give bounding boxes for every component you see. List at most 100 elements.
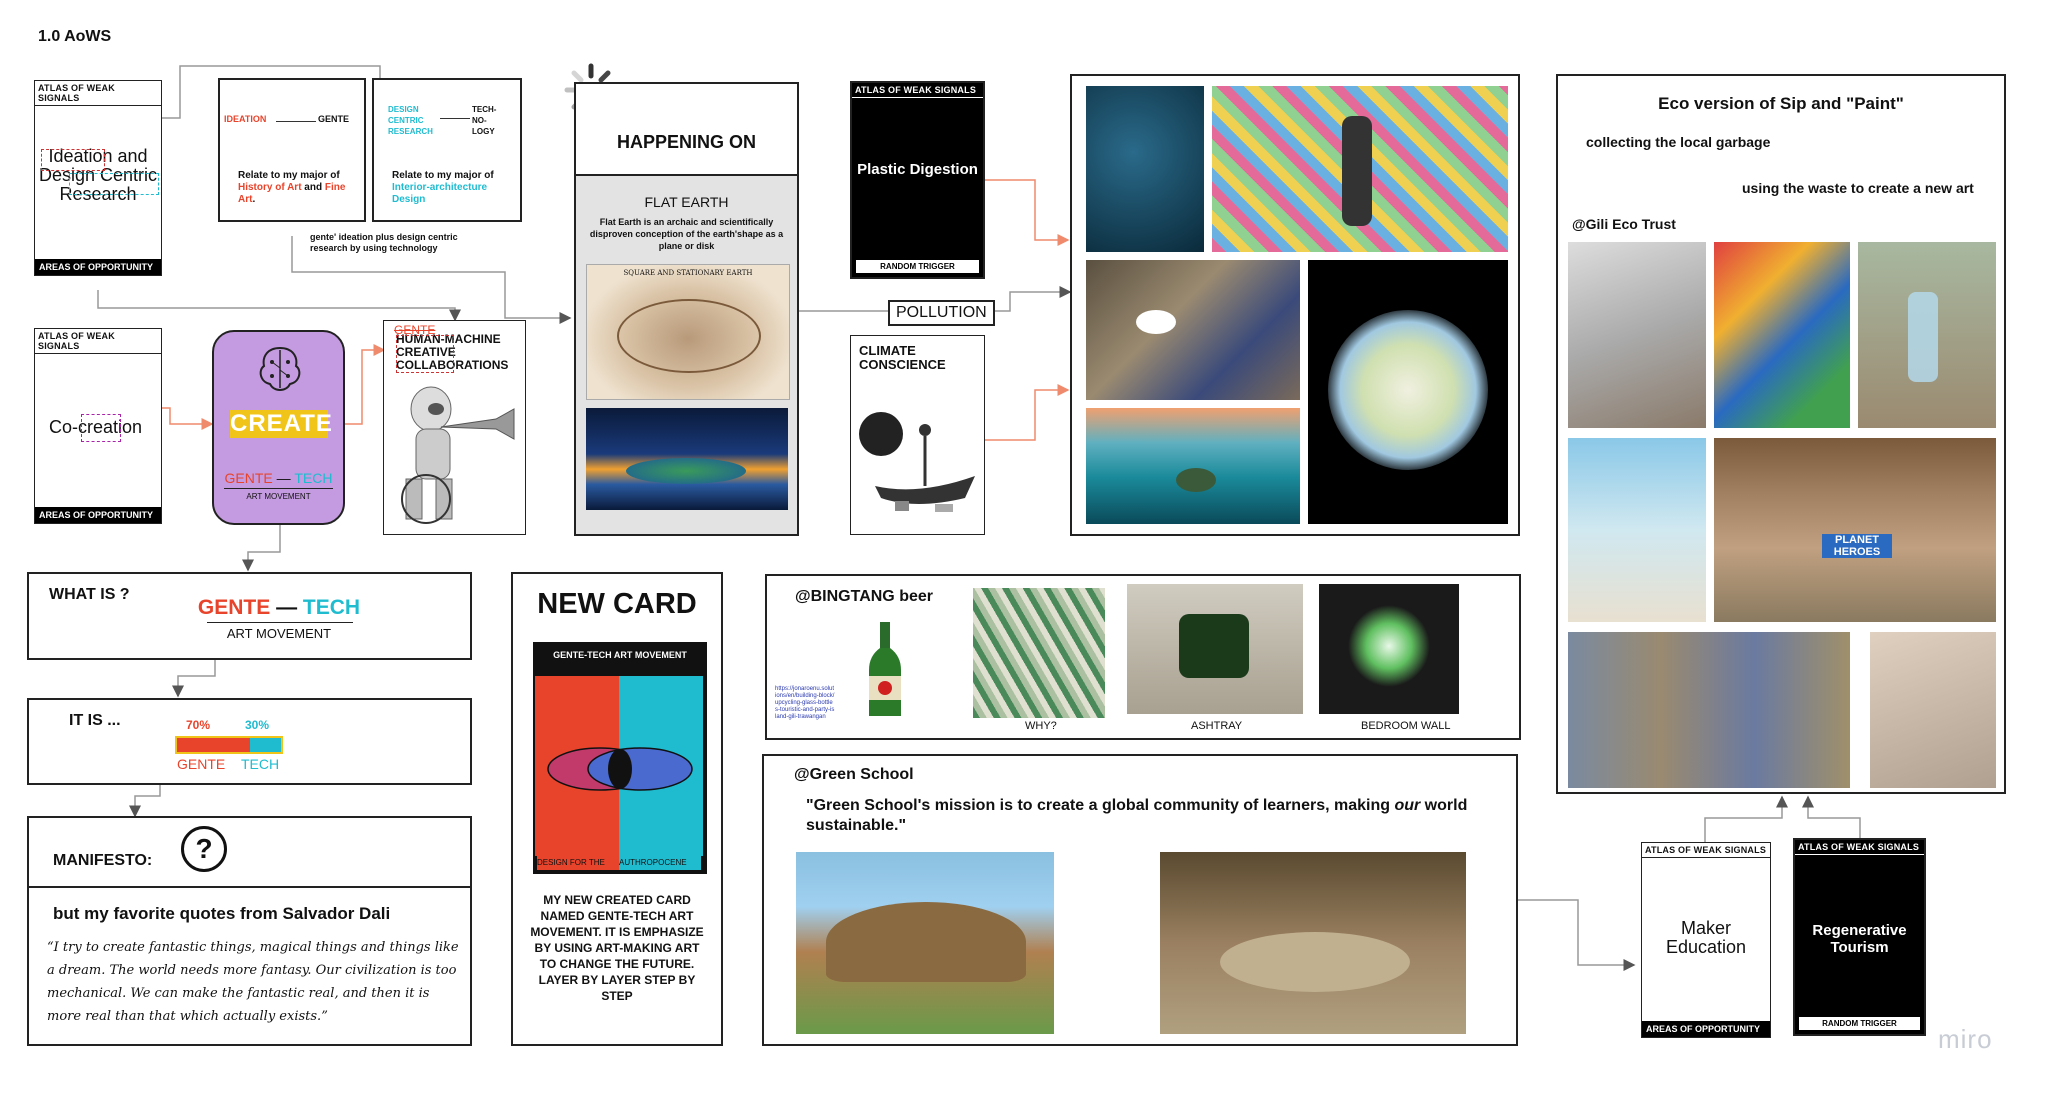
boat-waste-icon (859, 412, 975, 512)
classroom-floor-shape (1220, 932, 1410, 992)
eco-title: Eco version of Sip and "Paint" (1658, 94, 1904, 113)
card-body: Plastic Digestion (857, 161, 978, 178)
what-is-sub: ART MOVEMENT (226, 626, 332, 641)
create-movement: GENTE — TECH (224, 470, 333, 486)
board-title: 1.0 AoWS (38, 28, 112, 45)
question-icon: ? (181, 826, 227, 872)
new-card-panel: NEW CARD GENTE-TECH ART MOVEMENT DESIGN … (511, 572, 723, 1046)
manifesto-title: MANIFESTO: (53, 852, 153, 869)
recycling-boards-image (1568, 632, 1850, 788)
it-is-gente: GENTE (177, 756, 226, 772)
microplastics-image (1308, 260, 1508, 524)
it-is-pct-gente: 70% (186, 718, 211, 732)
card-foot: AREAS OF OPPORTUNITY (1642, 1021, 1770, 1037)
ratio-bar-gente (177, 738, 250, 752)
happening-on-panel[interactable]: HAPPENING ON FLAT EARTH Flat Earth is an… (574, 82, 799, 536)
seagull-trash-image (1086, 260, 1300, 400)
flat-earth-title: FLAT EARTH (644, 194, 729, 210)
card-foot: RANDOM TRIGGER (1799, 1017, 1920, 1030)
green-school-panel: @Green School "Green School's mission is… (762, 754, 1518, 1046)
flow-design-tech[interactable]: DESIGN CENTRIC RESEARCH TECH-NO-LOGY Rel… (372, 78, 522, 222)
sorting-waste-image (1870, 632, 1996, 788)
card-foot-left: DESIGN FOR THE (537, 856, 619, 870)
card-maker-education[interactable]: ATLAS OF WEAK SIGNALS Maker Education AR… (1641, 842, 1771, 1038)
miro-watermark: miro (1938, 1024, 1993, 1054)
ocean-plastic-image (1086, 86, 1204, 252)
create-card[interactable]: CREATE GENTE — TECH ART MOVEMENT (212, 330, 345, 525)
card-ideation[interactable]: ATLAS OF WEAK SIGNALS Ideation and Desig… (34, 80, 162, 276)
flow-arrow (276, 121, 316, 122)
map-disc (617, 299, 761, 373)
card-body: Regenerative Tourism (1812, 922, 1907, 956)
green-school-title: @Green School (794, 766, 914, 783)
card-head: ATLAS OF WEAK SIGNALS (1795, 840, 1924, 855)
card-head: ATLAS OF WEAK SIGNALS (852, 83, 983, 98)
ratio-bar-tech (249, 738, 281, 752)
it-is-pct-tech: 30% (245, 718, 270, 732)
create-underline (224, 488, 333, 489)
beach-cleanup-image (1568, 438, 1706, 622)
pollution-label[interactable]: POLLUTION (888, 300, 995, 326)
earth-disc (626, 458, 746, 484)
eco-step1: collecting the local garbage (1586, 134, 1771, 150)
flow-note: Relate to my major of Interior-architect… (392, 170, 494, 205)
ratio-bar (175, 736, 283, 754)
bottle-wall-image (1319, 584, 1459, 714)
card-body: Maker Education (1665, 918, 1747, 957)
card-climate-conscience[interactable]: CLIMATE CONSCIENCE (850, 335, 985, 535)
bottlecap-art-image (1714, 242, 1850, 428)
card-body: Co-creation (49, 417, 143, 437)
flow-caption: gente' ideation plus design centric rese… (310, 232, 458, 253)
bamboo-building-image (796, 852, 1054, 1034)
turtle-shape (1176, 468, 1216, 492)
hmc-strike: GENTE (394, 323, 436, 337)
map-caption: SQUARE AND STATIONARY EARTH (623, 269, 753, 277)
manifesto-intro: but my favorite quotes from Salvador Dal… (53, 904, 391, 923)
bintang-panel: @BINGTANG beer https://jonaroenu.solutio… (765, 574, 1521, 740)
bintang-link[interactable]: https://jonaroenu.solutions/en/building-… (775, 686, 835, 720)
climate-title: CLIMATE CONSCIENCE (859, 343, 946, 372)
happening-title: HAPPENING ON (616, 132, 757, 152)
collected-garbage-image (1568, 242, 1706, 428)
glass-bottles-pile-image (973, 588, 1105, 718)
worker-figure (1342, 116, 1372, 226)
flow-ideation-gente[interactable]: IDEATION GENTE Relate to my major of His… (218, 78, 366, 222)
bottle-shape (1908, 292, 1938, 382)
what-is-q: WHAT IS ? (49, 586, 130, 603)
seagull-shape (1136, 310, 1176, 334)
bottle-mountain-image (1212, 86, 1508, 252)
card-plastic-digestion[interactable]: ATLAS OF WEAK SIGNALS Plastic Digestion … (850, 81, 985, 279)
manifesto-divider (29, 886, 470, 888)
flow-to: GENTE (318, 114, 350, 124)
card-regenerative-tourism[interactable]: ATLAS OF WEAK SIGNALS Regenerative Touri… (1793, 838, 1926, 1036)
it-is-box: IT IS ... 70% 30% GENTE TECH (27, 698, 472, 785)
flat-earth-space-image (586, 408, 788, 510)
classroom-interior-image (1160, 852, 1466, 1034)
card-cocreation[interactable]: ATLAS OF WEAK SIGNALS Co-creation AREAS … (34, 328, 162, 524)
eye-overlap-icon (547, 747, 693, 791)
gente-tech-card[interactable]: GENTE-TECH ART MOVEMENT DESIGN FOR THE A… (533, 642, 707, 874)
hmc-card[interactable]: GENTE HUMAN-MACHINE CREATIVE COLLABORATION… (383, 320, 526, 535)
it-is-tech: TECH (241, 756, 280, 772)
pollution-photos-panel (1070, 74, 1520, 536)
bottle-image (1858, 242, 1996, 428)
ideation-highlight (41, 149, 105, 171)
bamboo-roof-shape (826, 902, 1026, 982)
hmc-highlight (396, 335, 454, 373)
eco-trust: @Gili Eco Trust (1572, 216, 1676, 232)
microplastic-pile (1328, 310, 1488, 470)
flow-from: IDEATION (224, 114, 267, 124)
it-is-q: IT IS ... (69, 712, 121, 729)
planet-heroes-sign: PLANET HEROES (1822, 534, 1892, 558)
manifesto-box: MANIFESTO: ? but my favorite quotes from… (27, 816, 472, 1046)
green-school-quote: "Green School's mission is to create a g… (806, 797, 1468, 834)
flow-arrow (440, 118, 470, 119)
bintang-ashtray: ASHTRAY (1191, 720, 1243, 732)
new-card-desc: MY NEW CREATED CARD NAMED GENTE-TECH ART… (530, 893, 704, 1003)
eco-sip-paint-panel: Eco version of Sip and "Paint" collectin… (1556, 74, 2006, 794)
planet-heroes-group-image: PLANET HEROES (1714, 438, 1996, 622)
happening-body: FLAT EARTH Flat Earth is an archaic and … (576, 176, 797, 534)
card-foot: AREAS OF OPPORTUNITY (35, 259, 161, 275)
eco-step2: using the waste to create a new art (1742, 180, 1974, 196)
turtle-ocean-image (1086, 408, 1300, 524)
